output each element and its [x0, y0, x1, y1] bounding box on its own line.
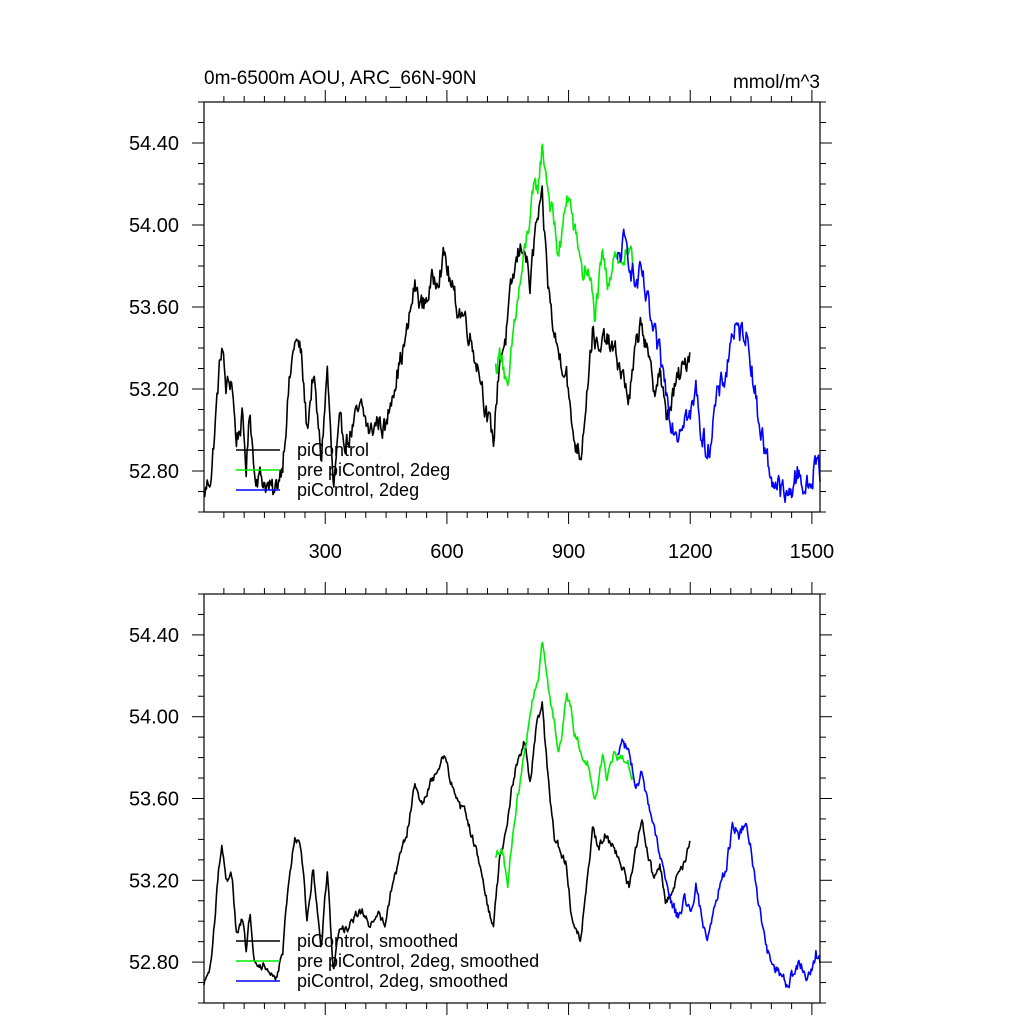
x-tick-label: 1500 [790, 541, 835, 563]
bottom-panel: 52.80 53.20 53.60 54.00 54.40 piControl, smoo… [129, 582, 832, 1015]
y-tick-label: 54.00 [129, 215, 179, 237]
legend-label: pre piControl, 2deg [297, 460, 450, 480]
y-tick-label: 54.00 [129, 707, 179, 729]
x-tick-label: 1200 [668, 541, 713, 563]
y-tick-label: 54.40 [129, 625, 179, 647]
units-label: mmol/m^3 [733, 72, 820, 93]
series-line-picontrol-2deg [616, 228, 821, 504]
y-tick-label: 53.20 [129, 379, 179, 401]
legend-label: piControl, smoothed [297, 931, 458, 951]
y-tick-label: 52.80 [129, 461, 179, 483]
series-line-picontrol-2deg-smoothed [616, 738, 821, 989]
series-line-picontrol-smoothed [203, 701, 691, 986]
x-tick-label: 300 [309, 541, 342, 563]
legend-label: piControl, 2deg, smoothed [297, 971, 508, 991]
legend-label: piControl [297, 440, 369, 460]
y-tick-label: 54.40 [129, 133, 179, 155]
y-tick-label: 53.60 [129, 297, 179, 319]
x-tick-label: 900 [552, 541, 585, 563]
y-tick-label: 53.60 [129, 789, 179, 811]
y-tick-label: 52.80 [129, 952, 179, 974]
top-panel: 52.80 53.20 53.60 54.00 54.40 300 600 900 1200 15… [129, 90, 834, 563]
series-line-picontrol [203, 185, 691, 498]
series-line-pre-picontrol-2deg [494, 143, 635, 387]
legend-label: pre piControl, 2deg, smoothed [297, 951, 539, 971]
chart-title: 0m-6500m AOU, ARC_66N-90N [204, 68, 476, 89]
x-tick-label: 600 [430, 541, 463, 563]
series-line-pre-picontrol-2deg-smoothed [494, 641, 635, 889]
y-tick-label: 53.20 [129, 870, 179, 892]
legend-label: piControl, 2deg [297, 480, 419, 500]
